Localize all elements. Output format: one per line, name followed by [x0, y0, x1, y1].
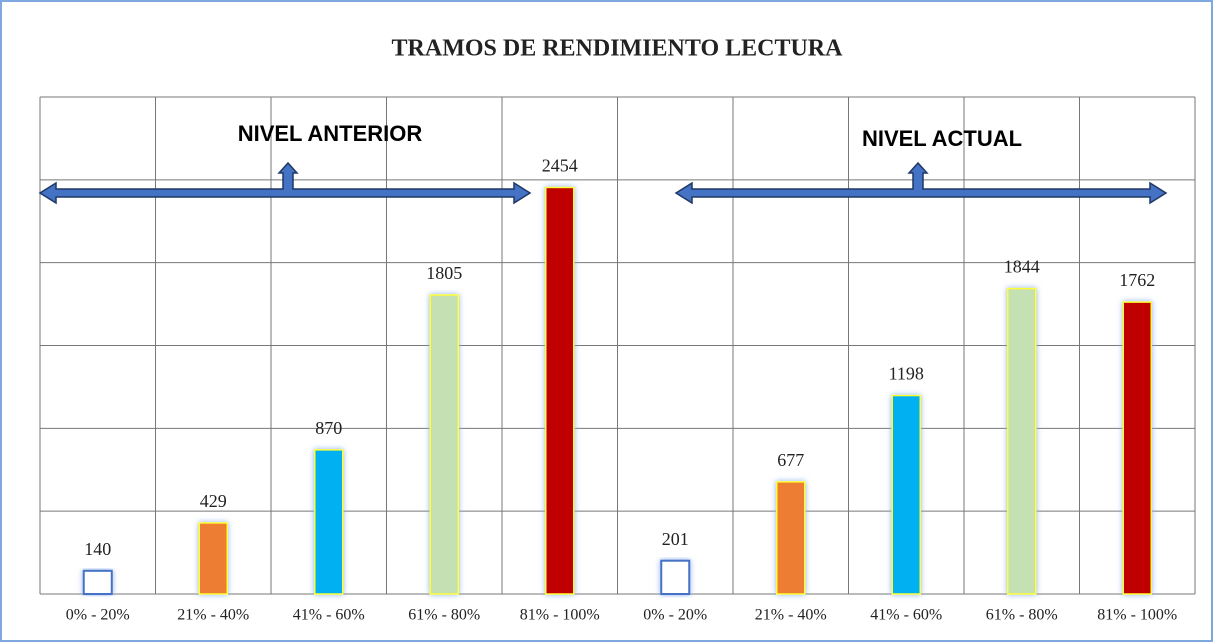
value-label: 429	[200, 491, 227, 511]
arrow-anterior	[38, 161, 532, 205]
x-tick-label: 21% - 40%	[177, 607, 249, 624]
bar	[82, 569, 113, 595]
arrow-actual	[674, 161, 1168, 205]
value-label: 1844	[1004, 257, 1040, 277]
bar	[314, 449, 344, 595]
value-label: 1762	[1119, 270, 1155, 290]
x-tick-label: 81% - 100%	[1097, 607, 1177, 624]
x-tick-label: 41% - 60%	[870, 607, 942, 624]
grid	[39, 96, 1196, 595]
x-tick-label: 0% - 20%	[643, 607, 707, 624]
bars: 140 429 870 1805 2454 201 677 1198 1844 1762	[82, 156, 1155, 595]
value-label: 1805	[426, 263, 462, 283]
bar	[660, 559, 691, 595]
bar	[1122, 301, 1152, 595]
x-tick-label: 81% - 100%	[520, 607, 600, 624]
value-label: 201	[662, 529, 689, 549]
bar	[198, 522, 228, 595]
x-tick-label: 21% - 40%	[755, 607, 827, 624]
x-tick-label: 41% - 60%	[293, 607, 365, 624]
annotation: NIVEL ANTERIOR	[238, 121, 423, 146]
bar	[891, 394, 921, 595]
value-label: 870	[315, 418, 342, 438]
value-label: 1198	[889, 364, 924, 384]
value-label: 2454	[542, 156, 578, 176]
bar	[545, 186, 575, 595]
bar	[776, 481, 806, 595]
bar	[429, 294, 459, 595]
x-tick-label: 0% - 20%	[66, 607, 130, 624]
chart-title: TRAMOS DE RENDIMIENTO LECTURA	[392, 36, 844, 62]
value-label: 677	[777, 450, 804, 470]
annotation: NIVEL ACTUAL	[862, 126, 1022, 151]
value-label: 140	[84, 539, 111, 559]
x-tick-label: 61% - 80%	[986, 607, 1058, 624]
x-tick-label: 61% - 80%	[408, 607, 480, 624]
bar	[1007, 287, 1037, 595]
